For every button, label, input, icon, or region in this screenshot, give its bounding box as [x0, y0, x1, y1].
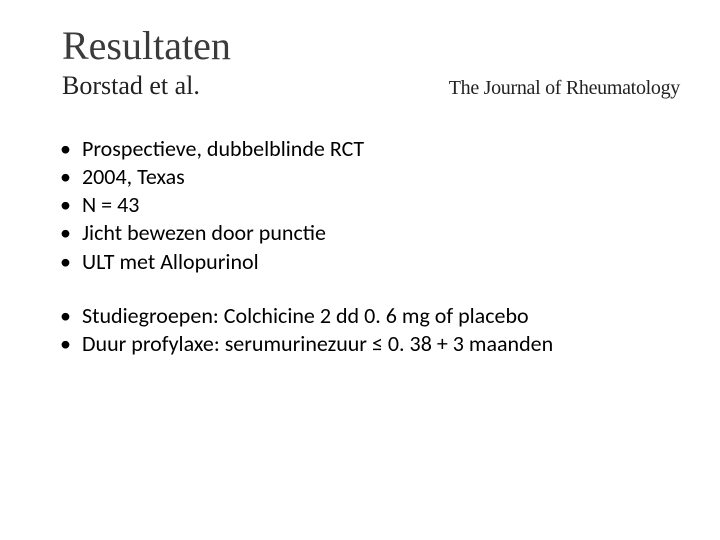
- list-item: 2004, Texas: [60, 163, 680, 191]
- list-item: Duur profylaxe: serumurinezuur ≤ 0. 38 +…: [60, 330, 680, 358]
- list-item: N = 43: [60, 191, 680, 219]
- list-item: ULT met Allopurinol: [60, 248, 680, 276]
- list-item: Studiegroepen: Colchicine 2 dd 0. 6 mg o…: [60, 302, 680, 330]
- slide-subtitle: Borstad et al.: [62, 71, 200, 101]
- journal-name: The Journal of Rheumatology: [449, 77, 680, 100]
- list-item: Jicht bewezen door punctie: [60, 219, 680, 247]
- bullet-group-2: Studiegroepen: Colchicine 2 dd 0. 6 mg o…: [60, 302, 680, 358]
- list-item: Prospectieve, dubbelblinde RCT: [60, 135, 680, 163]
- bullet-group-1: Prospectieve, dubbelblinde RCT 2004, Tex…: [60, 135, 680, 276]
- slide-title: Resultaten: [62, 22, 680, 69]
- subtitle-row: Borstad et al. The Journal of Rheumatolo…: [62, 71, 680, 101]
- slide: Resultaten Borstad et al. The Journal of…: [0, 0, 720, 540]
